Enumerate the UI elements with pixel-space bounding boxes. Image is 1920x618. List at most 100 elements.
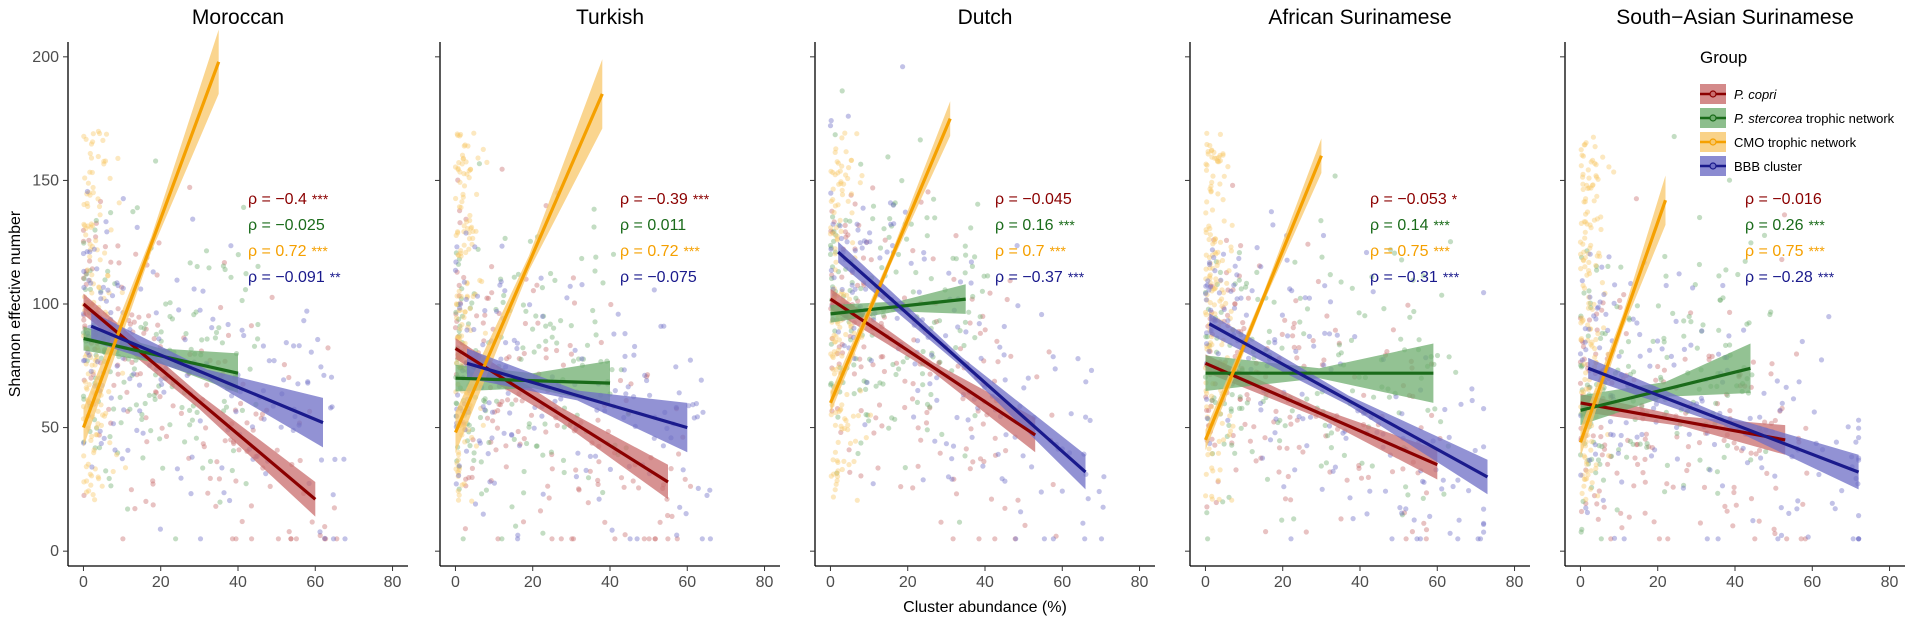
legend-label-text: BBB cluster [1734,159,1803,174]
pcopri-point [481,338,487,344]
rho-significance: *** [1058,217,1075,233]
pster-point [80,393,87,399]
pcopri-point [573,467,579,473]
pster-point [521,468,527,475]
cmo-point [1207,226,1213,232]
bbb-point [1343,435,1349,441]
bbb-point [1038,489,1044,495]
cmo-point [461,171,467,177]
pster-point [251,343,258,349]
pster-point [1608,453,1615,459]
bbb-point [927,381,933,387]
bbb-point [863,239,870,246]
bbb-point [1234,296,1240,302]
pster-point [1348,337,1355,343]
cmo-point [461,183,468,189]
cmo-point [454,293,460,299]
cmo-point [90,369,96,375]
bbb-point [955,324,961,330]
rho-significance: *** [1818,269,1835,285]
pster-point [1318,463,1324,469]
pster-point [1749,372,1755,378]
bbb-fit-line [90,324,324,425]
cmo-point [1578,320,1584,326]
cmo-point [96,285,102,291]
cmo-point [1214,262,1220,269]
cmo-point [841,181,847,187]
pcopri-point [936,360,942,366]
pster-point [1398,336,1404,342]
pster-point [924,427,930,433]
cmo-point [453,466,459,472]
bbb-point [1606,254,1612,260]
bbb-point [828,246,834,252]
bbb-point [1818,357,1825,363]
pcopri-point [630,478,636,484]
pcopri-legend-marker [1709,90,1717,98]
cmo-point [1593,336,1599,343]
pcopri-point [925,189,931,195]
cmo-point [1206,223,1212,229]
pster-point [189,417,195,423]
pster-point [533,443,540,449]
pster-point [610,251,617,257]
pcopri-point [153,389,159,395]
cmo-point [846,296,853,302]
bbb-point [1597,299,1603,305]
pster-point [1277,438,1283,444]
bbb-point [1591,313,1597,319]
cmo-point [1215,450,1222,456]
pcopri-point [1022,522,1028,529]
pcopri-fit-line [1580,401,1786,442]
cmo-point [1207,265,1213,271]
pster-point [1217,269,1223,275]
pster-point [1236,405,1243,411]
pcopri-point [1686,462,1692,468]
pcopri-point [331,505,337,511]
bbb-point [934,375,940,381]
pcopri-point [829,208,835,214]
legend-label-pcopri: P. copri [1734,87,1778,102]
cmo-point [1217,278,1223,284]
bbb-point [1779,400,1785,406]
pcopri-point [1273,408,1279,414]
bbb-point [304,308,310,314]
cmo-point [1590,182,1596,188]
rho-significance: *** [311,243,328,259]
pster-point [931,319,938,325]
pster-point [849,279,855,286]
pster-point [600,280,606,286]
pster-point [1589,484,1595,491]
pster-point [885,154,891,160]
pcopri-point [1423,490,1430,496]
bbb-point [507,410,513,416]
bbb-point [888,221,894,227]
cmo-point [1204,404,1210,410]
pster-point [467,305,473,311]
bbb-point [1203,297,1209,303]
pcopri-point [141,330,147,336]
pster-point [1301,331,1307,337]
pster-point [950,255,956,261]
pcopri-point [127,321,133,327]
pcopri-point [1271,419,1277,425]
cmo-point [832,251,838,257]
pcopri-point [938,519,944,525]
pcopri-point [1336,340,1342,346]
bbb-point [502,288,508,294]
y-tick-label: 150 [32,172,59,189]
cmo-point [1209,147,1215,153]
pster-point [1232,281,1238,287]
cmo-point [82,354,88,360]
cmo-point [1220,437,1227,443]
rho-significance: *** [312,191,329,207]
cmo-point [1209,493,1215,499]
pcopri-point [497,402,503,408]
pster-point [1697,214,1703,221]
pster-point [1279,517,1285,523]
bbb-point [1775,536,1781,542]
bbb-point [1082,536,1088,542]
bbb-point [318,364,324,370]
pster-point [1748,457,1754,463]
bbb-point [693,401,700,407]
